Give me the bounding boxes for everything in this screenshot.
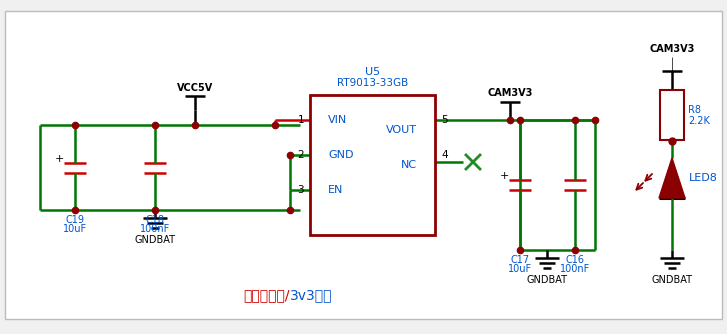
- Text: GNDBAT: GNDBAT: [651, 275, 693, 285]
- Bar: [310, 95, 435, 235]
- Text: 10uF: 10uF: [63, 224, 87, 234]
- Text: 2.2K: 2.2K: [688, 116, 710, 126]
- Text: 4: 4: [441, 150, 448, 160]
- Text: U5: U5: [365, 67, 380, 77]
- Text: C17: C17: [510, 255, 529, 265]
- Text: CAM3V3: CAM3V3: [487, 88, 533, 98]
- Bar: [660, 90, 684, 140]
- Text: 100nF: 100nF: [140, 224, 170, 234]
- Text: 3v3供电: 3v3供电: [290, 288, 332, 302]
- Text: RT9013-33GB: RT9013-33GB: [337, 78, 408, 88]
- Text: 3: 3: [297, 185, 304, 195]
- Text: VIN: VIN: [328, 115, 348, 125]
- Text: CAM3V3: CAM3V3: [649, 44, 695, 54]
- Text: 5: 5: [441, 115, 448, 125]
- Text: 100nF: 100nF: [560, 264, 590, 274]
- Text: C19: C19: [65, 215, 84, 225]
- Text: VOUT: VOUT: [386, 125, 417, 135]
- Text: C18: C18: [145, 215, 164, 225]
- Polygon shape: [659, 158, 685, 198]
- Text: GNDBAT: GNDBAT: [134, 235, 175, 245]
- Text: R8: R8: [688, 105, 701, 115]
- Text: +: +: [499, 171, 509, 181]
- Text: +: +: [55, 154, 64, 164]
- Text: 1: 1: [297, 115, 304, 125]
- Text: GND: GND: [328, 150, 353, 160]
- Text: NC: NC: [401, 160, 417, 170]
- Text: LED8: LED8: [689, 173, 718, 183]
- Text: 10uF: 10uF: [508, 264, 532, 274]
- Text: VCC5V: VCC5V: [177, 83, 213, 93]
- Text: GNDBAT: GNDBAT: [526, 275, 568, 285]
- Text: 摄像头电源/: 摄像头电源/: [244, 288, 290, 302]
- Text: 2: 2: [297, 150, 304, 160]
- Text: C16: C16: [566, 255, 585, 265]
- Text: EN: EN: [328, 185, 343, 195]
